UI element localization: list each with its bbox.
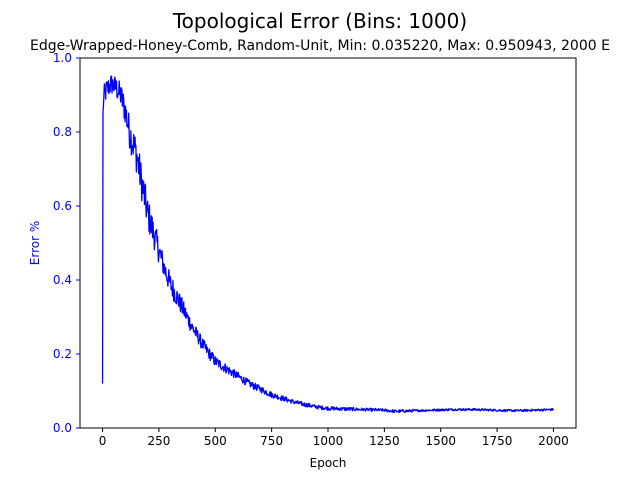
y-axis-ticks: 0.0 0.2 0.4 0.6 0.8 1.0: [53, 51, 80, 435]
x-tick-label: 0: [99, 434, 107, 448]
plot-area: [79, 57, 577, 429]
y-axis-label: Error %: [28, 221, 42, 265]
x-tick-label: 2000: [538, 434, 569, 448]
x-axis-ticks: 0 250 500 750 1000 1250 1500 1750 2000: [99, 428, 569, 448]
x-tick-label: 1500: [425, 434, 456, 448]
y-tick-label: 0.4: [53, 273, 72, 287]
x-tick-label: 500: [204, 434, 227, 448]
x-tick-label: 750: [260, 434, 283, 448]
chart-title: Topological Error (Bins: 1000): [172, 9, 467, 33]
y-tick-label: 0.8: [53, 125, 72, 139]
x-tick-label: 1250: [369, 434, 400, 448]
chart-subtitle: Edge-Wrapped-Honey-Comb, Random-Unit, Mi…: [30, 38, 610, 54]
plot-background: [80, 58, 576, 428]
x-tick-label: 250: [147, 434, 170, 448]
x-tick-label: 1000: [313, 434, 344, 448]
y-tick-label: 0.0: [53, 421, 72, 435]
y-tick-label: 0.2: [53, 347, 72, 361]
series-line: [101, 75, 555, 414]
y-tick-label: 1.0: [53, 51, 72, 65]
y-tick-label: 0.6: [53, 199, 72, 213]
x-tick-label: 1750: [482, 434, 513, 448]
x-axis-label: Epoch: [310, 456, 347, 470]
